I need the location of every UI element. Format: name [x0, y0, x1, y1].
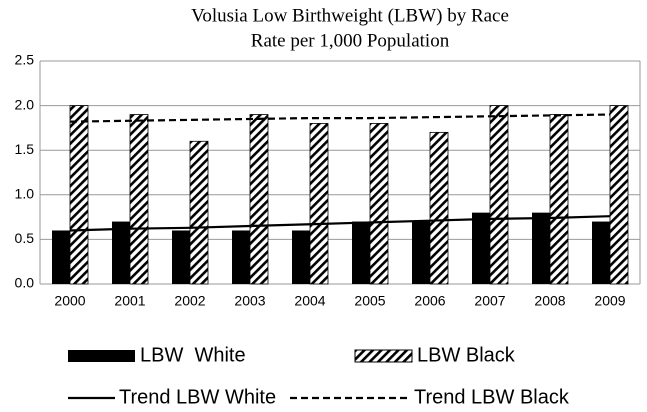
x-tick-label: 2009 — [594, 293, 625, 309]
x-tick-label: 2008 — [534, 293, 565, 309]
x-tick-label: 2002 — [174, 293, 205, 309]
bar — [69, 105, 89, 285]
x-tick-label: 2007 — [474, 293, 505, 309]
bar — [609, 105, 629, 285]
bar — [129, 114, 149, 285]
legend-label: LBW White — [140, 344, 246, 366]
bar — [292, 230, 310, 284]
bar — [189, 140, 209, 285]
legend-swatch — [354, 349, 413, 363]
bar — [249, 114, 269, 285]
legend-label: Trend LBW White — [119, 386, 276, 408]
x-tick-label: 2004 — [294, 293, 325, 309]
y-tick-label: 1.0 — [15, 186, 35, 202]
bar — [309, 123, 329, 285]
x-tick-label: 2005 — [354, 293, 385, 309]
y-tick-label: 2.5 — [15, 52, 35, 68]
chart-title: Volusia Low Birthweight (LBW) by Race — [191, 5, 509, 26]
y-tick-label: 2.0 — [15, 96, 35, 112]
bar — [412, 221, 430, 284]
legend-label: LBW Black — [417, 344, 516, 366]
bar — [112, 221, 130, 284]
legend-label: Trend LBW Black — [414, 386, 570, 408]
x-tick-label: 2000 — [54, 293, 85, 309]
chart-subtitle: Rate per 1,000 Population — [251, 30, 450, 51]
bar — [472, 212, 490, 284]
y-tick-label: 1.5 — [15, 141, 35, 157]
trend-line — [69, 113, 611, 123]
bar — [52, 230, 70, 284]
legend-swatch — [68, 350, 135, 362]
bar — [429, 131, 449, 285]
bar — [489, 105, 509, 285]
x-tick-label: 2001 — [114, 293, 145, 309]
x-tick-label: 2006 — [414, 293, 445, 309]
bar — [369, 123, 389, 285]
y-tick-label: 0.5 — [15, 230, 35, 246]
bar — [352, 221, 370, 284]
bar — [172, 230, 190, 284]
bar — [532, 212, 550, 284]
bar — [232, 230, 250, 284]
y-tick-label: 0.0 — [15, 275, 35, 291]
x-tick-label: 2003 — [234, 293, 265, 309]
trend-line — [69, 215, 611, 232]
bar — [549, 114, 569, 285]
bar — [592, 221, 610, 284]
